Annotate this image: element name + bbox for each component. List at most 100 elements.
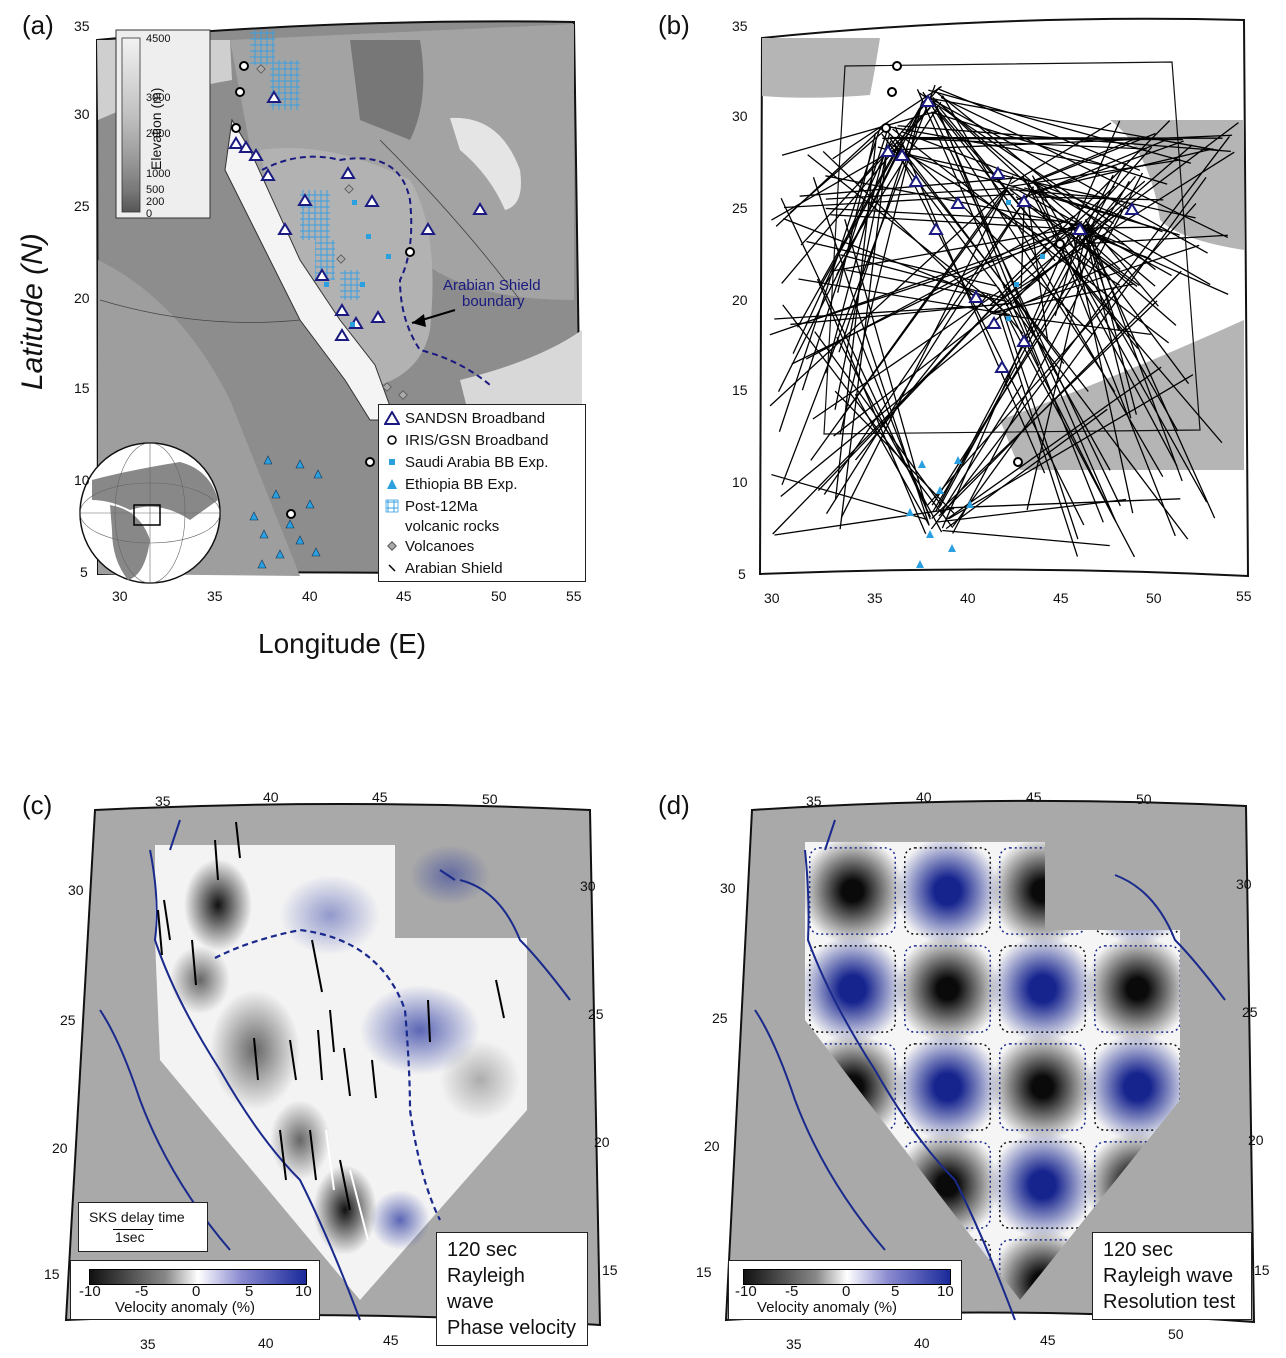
iris-stations [231, 61, 415, 519]
ray-path [796, 153, 896, 328]
volcanoes [256, 64, 408, 400]
d-lon-top-35: 35 [806, 793, 822, 809]
d-cb-label: Velocity anomaly (%) [757, 1299, 898, 1316]
d-cb-tick-4: 10 [937, 1283, 954, 1300]
colorbar-d: -10 -5 0 5 10 Velocity anomaly (%) [728, 1260, 962, 1320]
legend-row-volcanic-2: volcanic rocks [405, 517, 500, 535]
sks-scale-bar [113, 1229, 153, 1230]
b-lat-tick-10: 10 [732, 474, 748, 490]
coastline-c [99, 819, 571, 1321]
d-lat-left-15: 15 [696, 1264, 712, 1280]
sks-bars [157, 821, 505, 1211]
ray-path [1054, 227, 1081, 317]
ray-path [1078, 122, 1239, 244]
ray-path [939, 114, 1056, 262]
checker-outline [999, 847, 1086, 935]
b-lon-tick-40: 40 [960, 590, 976, 606]
ray-path [893, 134, 1233, 151]
d-lon-top-50: 50 [1136, 791, 1152, 807]
triangle-open-icon [379, 411, 405, 425]
ray-path [1022, 231, 1073, 268]
checker-cell [805, 935, 905, 1043]
checker-outline [999, 1043, 1086, 1131]
shield-annotation-line2: boundary [462, 293, 525, 310]
diamond-icon [379, 540, 405, 552]
ray-path [784, 193, 1014, 209]
ray-path [807, 154, 1003, 310]
ray-path [825, 133, 891, 374]
ray-path [1003, 313, 1079, 540]
dash-icon [379, 562, 405, 574]
ray-path [780, 197, 931, 518]
d-cb-tick-2: 0 [842, 1283, 851, 1300]
c-lon-top-40: 40 [263, 789, 279, 805]
sks-scale-box: SKS delay time 1sec [78, 1202, 208, 1252]
ray-path [812, 290, 1001, 420]
ray-path [948, 374, 1194, 520]
c-lat-right-25: 25 [588, 1006, 604, 1022]
map-b [758, 17, 1250, 578]
lat-tick-20: 20 [74, 290, 90, 306]
checker-cell [990, 1033, 1095, 1141]
ray-path [1006, 253, 1136, 312]
d-lat-right-15: 15 [1254, 1262, 1270, 1278]
square-cyan-icon [379, 457, 405, 467]
elev-tick-3: 1000 [146, 168, 171, 180]
ray-path [814, 331, 943, 506]
d-lon-bot-40: 40 [914, 1335, 930, 1351]
ray-path [840, 175, 1014, 518]
d-lat-left-20: 20 [704, 1138, 720, 1154]
ray-path [1033, 177, 1176, 537]
ray-path [938, 270, 1182, 517]
ray-path [889, 126, 1117, 169]
ray-path [1016, 140, 1184, 201]
d-lon-bot-50: 50 [1168, 1326, 1184, 1342]
note-c: 120 sec Rayleigh wave Phase velocity [436, 1232, 588, 1346]
b-lon-tick-35: 35 [867, 590, 883, 606]
d-lon-top-40: 40 [916, 789, 932, 805]
ray-paths [769, 84, 1239, 558]
ray-path [1085, 218, 1183, 482]
checker-cell [805, 842, 905, 945]
c-cb-tick-4: 10 [295, 1283, 312, 1300]
legend-row-iris: IRIS/GSN Broadband [379, 429, 585, 451]
ray-path [792, 140, 892, 354]
lon-tick-40: 40 [302, 588, 318, 604]
ray-path [1030, 136, 1140, 183]
ray-path [780, 308, 1010, 498]
ray-path [771, 147, 899, 221]
c-cb-tick-0: -10 [79, 1283, 101, 1300]
panel-b-label: (b) [658, 10, 690, 40]
legend-row-saudi: Saudi Arabia BB Exp. [379, 451, 585, 473]
ray-path [1020, 204, 1025, 289]
ray-path [940, 384, 1023, 513]
ray-path [937, 498, 1127, 523]
ray-path [781, 107, 931, 284]
c-lat-left-30: 30 [68, 882, 84, 898]
ray-path [931, 111, 1168, 185]
ray-path [1078, 227, 1229, 295]
ray-path [1087, 225, 1138, 415]
ray-path [833, 240, 1086, 437]
sks-unit: 1sec [115, 1229, 145, 1245]
lon-tick-30: 30 [112, 588, 128, 604]
ray-path [783, 218, 994, 301]
ray-path [837, 132, 877, 293]
ray-path [839, 106, 922, 435]
map-c [64, 803, 602, 1327]
ray-path [928, 89, 1192, 164]
ray-path [1074, 223, 1090, 278]
circle-open-icon [379, 434, 405, 446]
sks-label: SKS delay time [89, 1209, 185, 1225]
ray-path [1071, 232, 1134, 514]
d-lat-right-20: 20 [1248, 1132, 1264, 1148]
d-lat-left-25: 25 [712, 1010, 728, 1026]
lon-tick-50: 50 [491, 588, 507, 604]
d-cb-tick-0: -10 [735, 1283, 757, 1300]
checker-cell [895, 1033, 1000, 1141]
ray-path [945, 408, 1108, 530]
lat-tick-10: 10 [74, 472, 90, 488]
checker-outline [1094, 847, 1180, 935]
checker-outline [1094, 1043, 1180, 1131]
arabian-shield-boundary [261, 155, 491, 386]
